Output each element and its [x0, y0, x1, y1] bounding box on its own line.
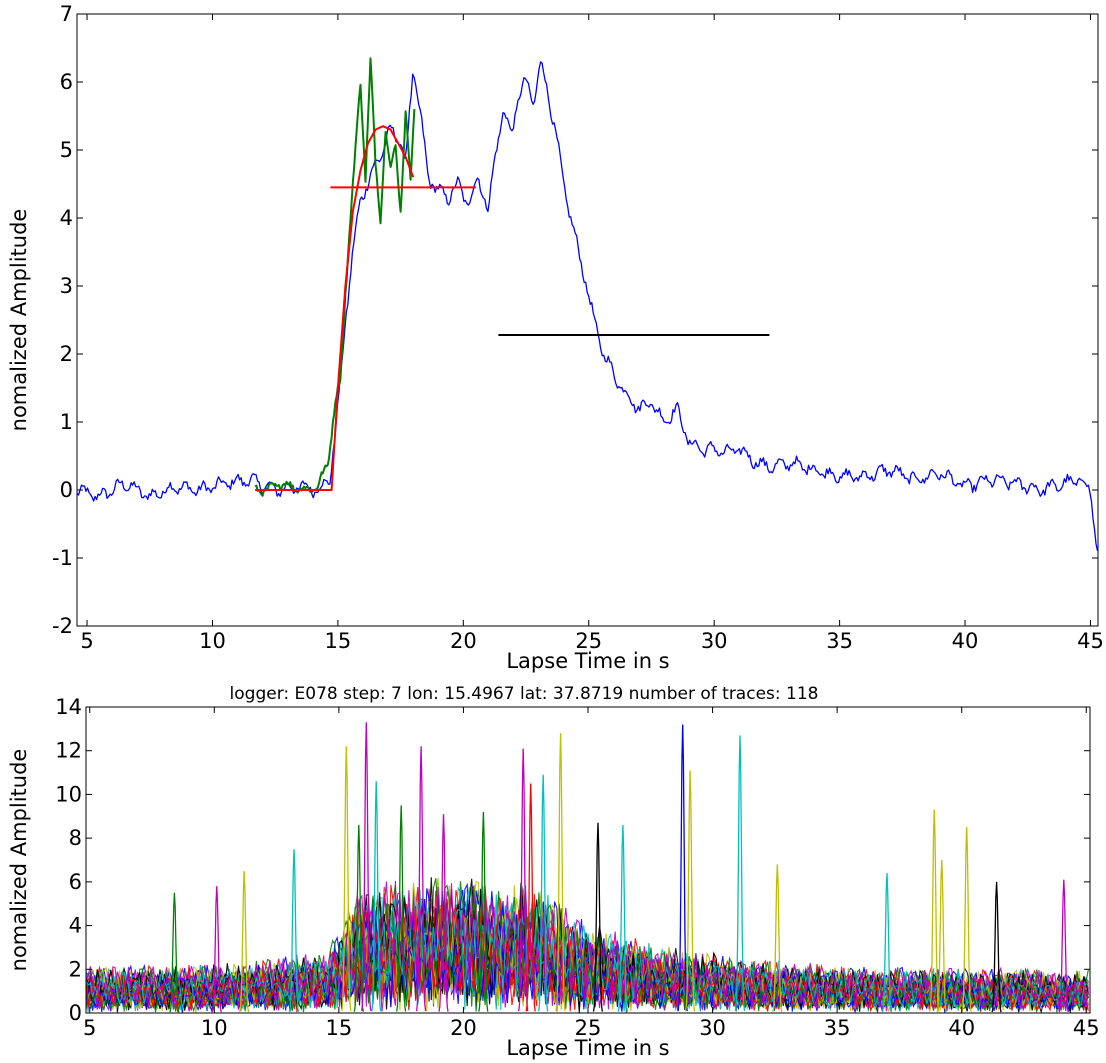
x-tick-label: 30 — [699, 1016, 726, 1040]
trace-peak — [396, 805, 407, 1012]
y-tick-label: -2 — [52, 614, 73, 638]
x-tick-label: 15 — [325, 629, 352, 653]
y-tick-label: 5 — [60, 138, 73, 162]
y-tick-label: 10 — [55, 782, 82, 806]
trace-peak — [961, 827, 972, 1012]
trace-peak — [677, 724, 688, 1011]
x-tick-label: 30 — [701, 629, 728, 653]
bottom-axis-ticks: 5 10 15 20 25 30 35 40 45 0 2 4 6 8 10 12 14 — [55, 695, 1099, 1040]
top-y-axis-label: nomalized Amplitude — [7, 209, 31, 432]
bottom-x-axis-label: Lapse Time in s — [506, 1036, 669, 1060]
x-tick-label: 10 — [199, 629, 226, 653]
trace-peak — [438, 814, 449, 1012]
trace-peak — [525, 783, 536, 1012]
x-tick-label: 40 — [952, 629, 979, 653]
trace-peak — [1058, 879, 1069, 1013]
y-tick-label: 1 — [60, 410, 73, 434]
trace-peak — [881, 873, 893, 1013]
trace-line — [86, 881, 1089, 1012]
trace-peak — [617, 824, 629, 1012]
x-tick-label: 15 — [326, 1016, 353, 1040]
x-tick-label: 25 — [575, 629, 602, 653]
x-tick-label: 5 — [80, 629, 93, 653]
trace-line — [86, 877, 1089, 1013]
trace-peak — [734, 735, 746, 1012]
x-tick-label: 20 — [450, 629, 477, 653]
top-plot-lines — [76, 57, 1099, 552]
y-tick-label: 14 — [55, 695, 82, 719]
bottom-traces-panel: logger: E078 step: 7 lon: 15.4967 lat: 3… — [7, 684, 1100, 1060]
trace-peak — [991, 881, 1002, 1013]
fit-series-line — [255, 125, 415, 491]
x-tick-label: 35 — [826, 629, 853, 653]
window-series-line — [254, 57, 416, 497]
bottom-y-axis-label: nomalized Amplitude — [7, 749, 31, 972]
trace-peak — [341, 746, 352, 1012]
trace-peak — [371, 781, 382, 1012]
y-tick-label: 0 — [69, 1001, 82, 1025]
trace-peak — [288, 849, 300, 1012]
x-tick-label: 25 — [575, 1016, 602, 1040]
y-tick-label: 0 — [60, 478, 73, 502]
trace-peak — [353, 824, 364, 1012]
trace-peak — [361, 722, 372, 1011]
x-tick-label: 20 — [450, 1016, 477, 1040]
y-tick-label: 12 — [55, 739, 82, 763]
trace-peak — [772, 864, 783, 1013]
y-tick-label: 6 — [60, 70, 73, 94]
y-tick-label: 7 — [60, 2, 73, 26]
trace-peak — [538, 774, 549, 1012]
x-tick-label: 5 — [83, 1016, 96, 1040]
trace-peak — [518, 748, 529, 1012]
y-tick-label: -1 — [52, 546, 73, 570]
y-tick-label: 4 — [69, 914, 82, 938]
trace-peak — [592, 822, 604, 1012]
trace-line — [86, 889, 1089, 1012]
trace-peak — [685, 770, 696, 1012]
trace-peak — [929, 809, 940, 1012]
top-x-axis-label: Lapse Time in s — [506, 649, 669, 673]
trace-peak — [478, 811, 489, 1012]
y-tick-label: 3 — [60, 274, 73, 298]
trace-peak — [211, 886, 222, 1013]
x-tick-label: 10 — [201, 1016, 228, 1040]
trace-peak — [169, 892, 180, 1013]
x-tick-label: 40 — [948, 1016, 975, 1040]
y-tick-label: 8 — [69, 826, 82, 850]
trace-peak — [555, 733, 566, 1012]
top-plot-frame — [76, 13, 1099, 627]
trace-peak — [415, 746, 427, 1012]
y-tick-label: 6 — [69, 870, 82, 894]
envelope-series-line — [76, 61, 1099, 552]
x-tick-label: 35 — [824, 1016, 851, 1040]
bottom-plot-title: logger: E078 step: 7 lon: 15.4967 lat: 3… — [230, 684, 819, 704]
bottom-plot-traces — [86, 722, 1089, 1013]
y-tick-label: 2 — [69, 957, 82, 981]
trace-peak — [936, 859, 947, 1013]
x-tick-label: 45 — [1073, 1016, 1100, 1040]
y-tick-label: 2 — [60, 342, 73, 366]
y-tick-label: 4 — [60, 206, 73, 230]
trace-peak — [239, 870, 250, 1013]
x-tick-label: 45 — [1077, 629, 1104, 653]
